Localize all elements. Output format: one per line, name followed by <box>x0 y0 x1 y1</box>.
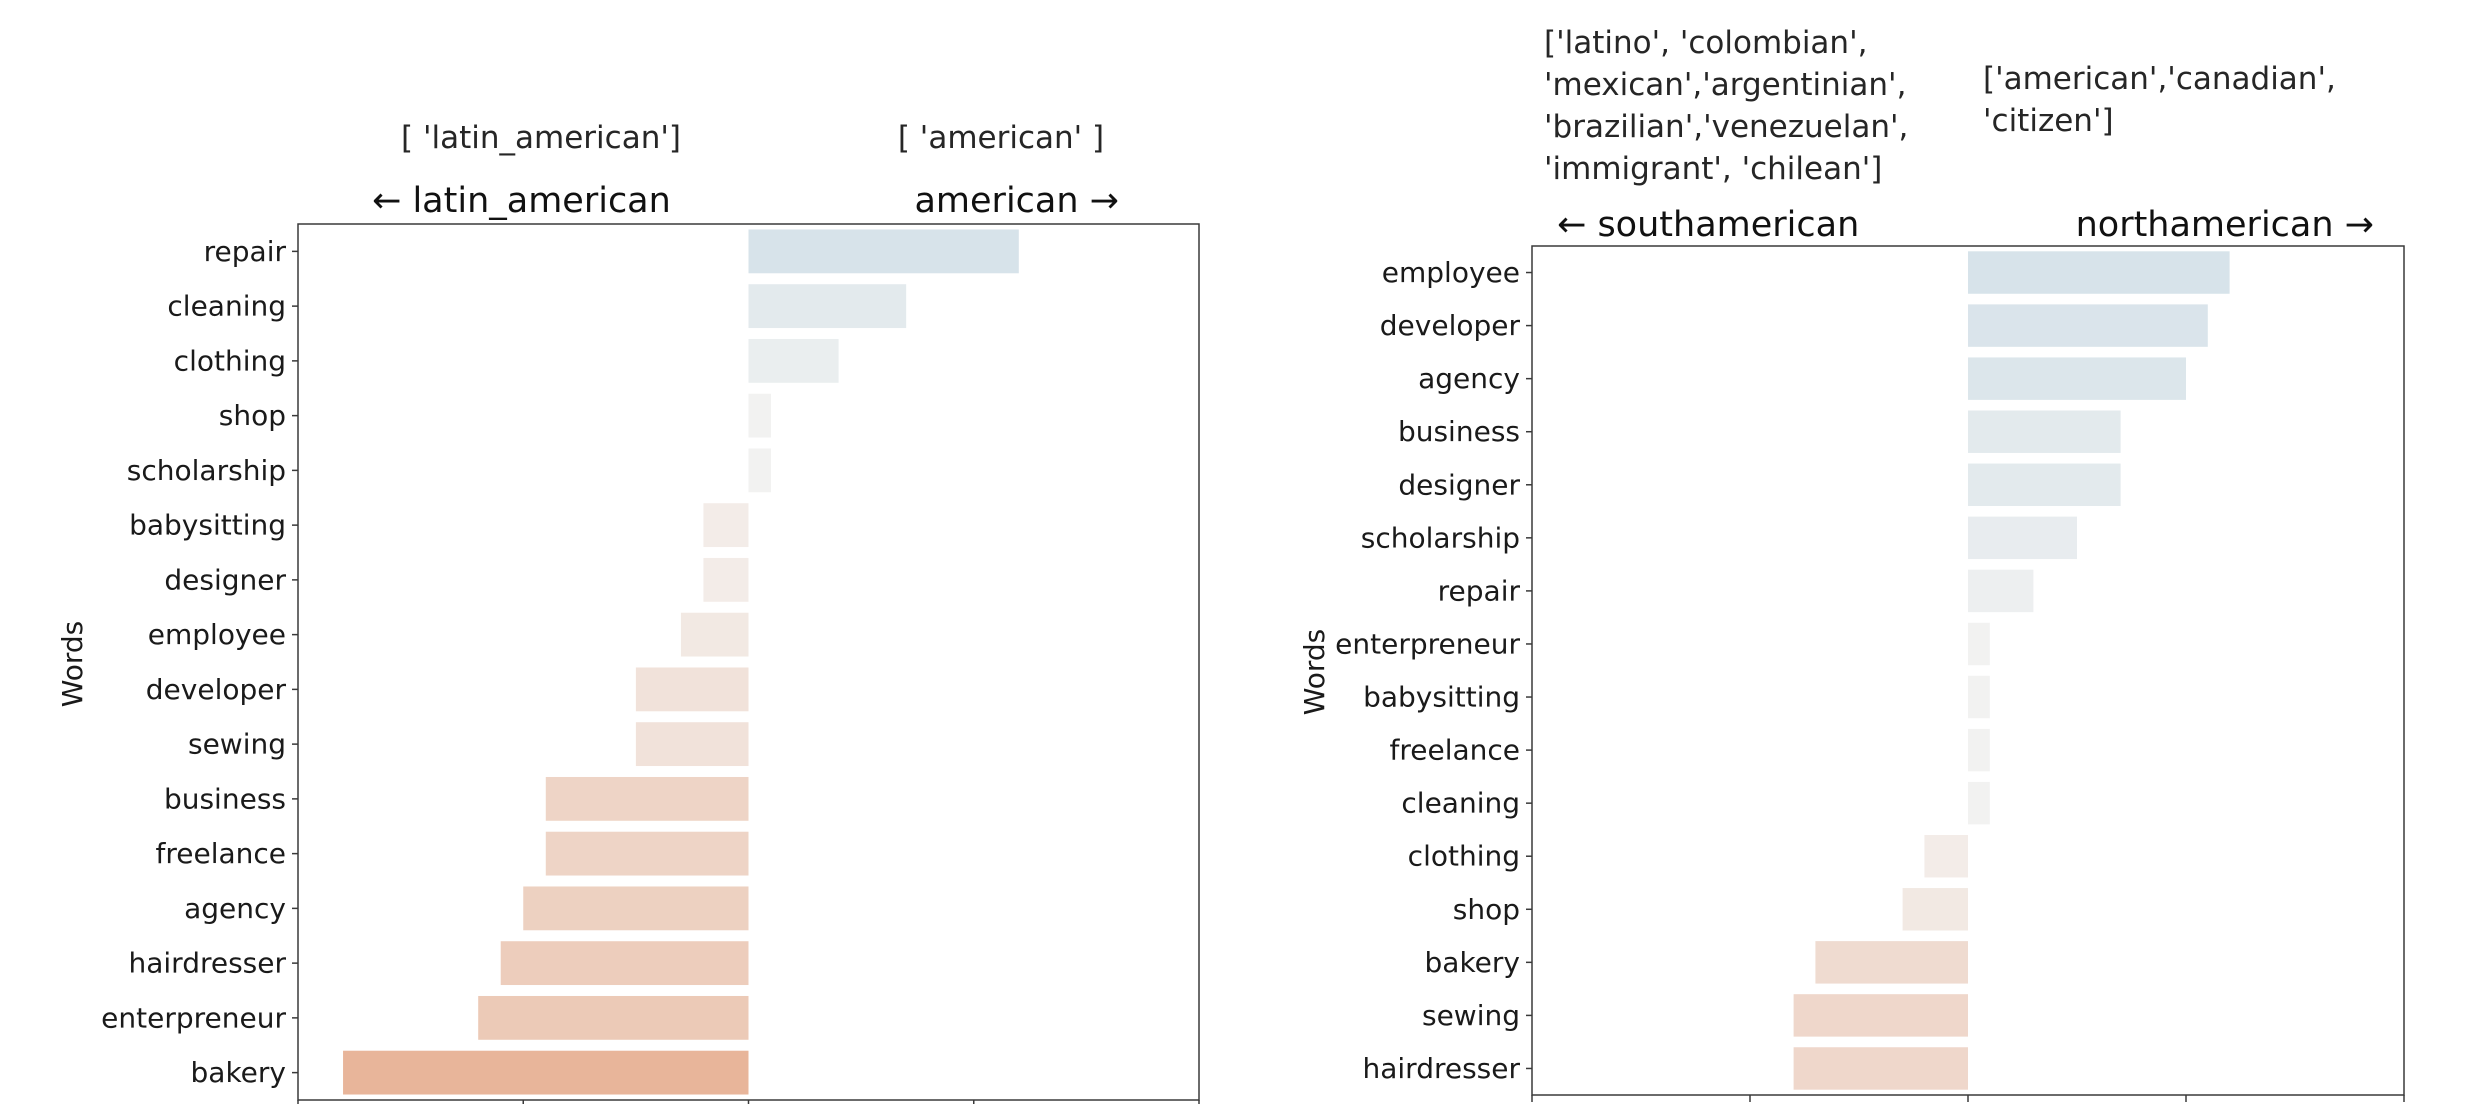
left-chart-category-label: repair <box>204 235 287 268</box>
right-chart-left-direction-label: ← southamerican <box>1557 205 1859 245</box>
left-chart-category-label: scholarship <box>127 454 286 487</box>
right-chart-category-label: babysitting <box>1363 681 1520 714</box>
left-chart-bar-cleaning <box>748 284 907 329</box>
left-chart-right-direction-label: american → <box>914 181 1119 221</box>
left-chart-left-group-words: [ 'latin_american'] <box>401 120 681 156</box>
right-chart-category-label: clothing <box>1408 840 1520 873</box>
left-chart-category-label: developer <box>146 673 287 706</box>
right-chart-category-label: agency <box>1418 362 1520 395</box>
left-chart-bar-employee <box>680 612 749 657</box>
left-chart-category-label: bakery <box>191 1056 286 1089</box>
left-chart-category-label: freelance <box>155 837 286 870</box>
left-chart-category-label: cleaning <box>167 290 286 323</box>
right-chart-category-label: cleaning <box>1401 787 1520 820</box>
left-chart-bar-designer <box>703 557 749 602</box>
right-chart-y-axis-title: Words <box>1298 629 1331 716</box>
left-chart-category-label: designer <box>164 563 286 596</box>
left-chart-bar-babysitting <box>703 503 749 548</box>
right-chart-bar-freelance <box>1968 728 1990 772</box>
left-chart-right-group-words: [ 'american' ] <box>898 120 1104 156</box>
left-chart-bar-sewing <box>635 722 749 767</box>
right-chart-category-label: employee <box>1382 256 1520 289</box>
right-chart-category-label: developer <box>1380 309 1521 342</box>
left-chart-category-label: shop <box>219 399 286 432</box>
left-chart-left-direction-label: ← latin_american <box>372 181 671 221</box>
right-chart-category-label: sewing <box>1422 999 1520 1032</box>
right-chart-bar-designer <box>1968 463 2121 507</box>
left-chart-bar-bakery <box>343 1050 749 1095</box>
right-chart-category-label: repair <box>1438 574 1521 607</box>
right-chart-x-ticks <box>1531 1095 2405 1102</box>
left-chart-y-axis-title: Words <box>56 621 89 708</box>
left-chart-category-label: enterpreneur <box>101 1001 286 1034</box>
right-chart-category-label: scholarship <box>1361 521 1520 554</box>
left-chart-category-label: babysitting <box>129 509 286 542</box>
right-chart-bar-agency <box>1968 357 2186 400</box>
right-chart-bar-enterpreneur <box>1968 622 1990 666</box>
right-chart-category-label: enterpreneur <box>1335 627 1520 660</box>
right-chart-bar-developer <box>1968 304 2208 347</box>
left-chart-panel: [ 'latin_american'] [ 'american' ] ← lat… <box>56 120 1200 1104</box>
left-chart-bar-freelance <box>545 831 749 876</box>
left-chart-bar-business <box>545 776 749 821</box>
right-chart-bar-scholarship <box>1968 516 2077 560</box>
right-chart-category-labels: employee developer agency business designer s… <box>1335 256 1532 1085</box>
right-chart-bar-sewing <box>1793 994 1968 1037</box>
right-chart-category-label: business <box>1398 415 1520 448</box>
right-chart-bar-hairdresser <box>1793 1047 1968 1090</box>
left-chart-bar-clothing <box>748 338 839 383</box>
left-chart-bar-hairdresser <box>500 941 749 986</box>
right-chart-bars <box>1793 251 2230 1090</box>
right-chart-right-group-words: ['american','canadian', 'citizen'] <box>1983 61 2346 139</box>
right-chart-category-label: hairdresser <box>1362 1052 1520 1085</box>
left-chart-category-label: sewing <box>188 728 286 761</box>
left-chart-bar-enterpreneur <box>478 995 749 1040</box>
left-chart-category-label: clothing <box>174 344 286 377</box>
left-chart-bar-shop <box>748 393 772 438</box>
right-chart-left-group-words: ['latino', 'colombian', 'mexican','argen… <box>1544 25 1918 187</box>
left-chart-category-label: business <box>164 782 286 815</box>
right-chart-bar-bakery <box>1815 941 1968 984</box>
left-chart-bar-developer <box>635 667 749 712</box>
right-chart-panel: ['latino', 'colombian', 'mexican','argen… <box>1298 25 2405 1102</box>
left-chart-category-label: employee <box>148 618 286 651</box>
left-chart-bars <box>343 229 1019 1095</box>
right-chart-right-direction-label: northamerican → <box>2076 205 2374 245</box>
right-chart-category-label: bakery <box>1425 946 1520 979</box>
right-chart-bar-employee <box>1968 251 2230 294</box>
right-chart-bar-cleaning <box>1968 781 1990 825</box>
right-chart-bar-shop <box>1902 888 1968 931</box>
left-chart-category-label: agency <box>184 892 286 925</box>
left-chart-bar-scholarship <box>748 448 772 493</box>
right-chart-category-label: freelance <box>1389 734 1520 767</box>
right-chart-category-label: designer <box>1398 468 1520 501</box>
left-chart-category-labels: repair cleaning clothing shop scholarship bab… <box>101 235 298 1089</box>
right-chart-bar-business <box>1968 410 2121 453</box>
left-chart-bar-agency <box>523 886 749 931</box>
right-chart-bar-clothing <box>1924 834 1968 878</box>
left-chart-category-label: hairdresser <box>128 947 286 980</box>
right-chart-category-label: shop <box>1453 893 1520 926</box>
left-chart-bar-repair <box>748 229 1019 274</box>
right-chart-bar-babysitting <box>1968 675 1990 719</box>
right-chart-bar-repair <box>1968 569 2034 613</box>
